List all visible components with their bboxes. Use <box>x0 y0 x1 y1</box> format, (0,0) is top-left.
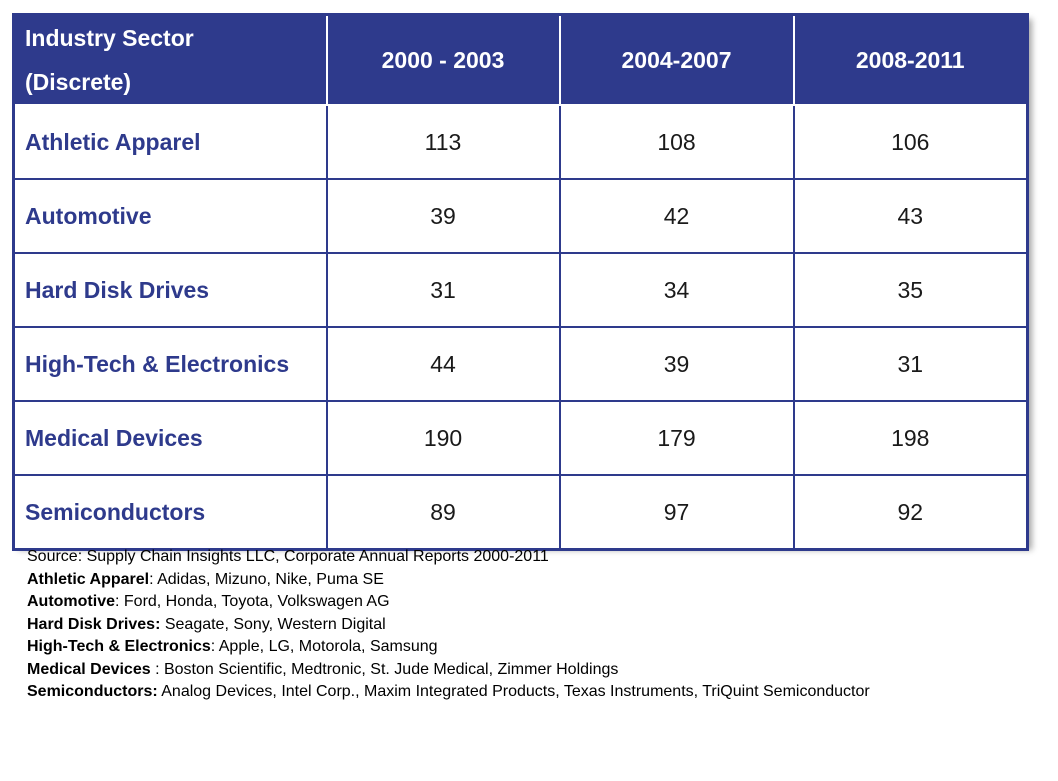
row-label: Automotive <box>12 178 328 254</box>
header-sector-line1: Industry Sector <box>25 25 194 51</box>
sector-table: Industry Sector (Discrete) 2000 - 2003 2… <box>12 13 1029 551</box>
row-label: Semiconductors <box>12 474 328 551</box>
company-note-text: Ford, Honda, Toyota, Volkswagen AG <box>123 593 390 610</box>
cell-value: 39 <box>325 178 561 254</box>
cell-value: 44 <box>325 326 561 402</box>
cell-value: 31 <box>325 252 561 328</box>
cell-value: 31 <box>792 326 1029 402</box>
header-sector-line2: (Discrete) <box>25 69 132 95</box>
data-table-container: Industry Sector (Discrete) 2000 - 2003 2… <box>12 13 1029 551</box>
company-note-sep: : <box>150 660 164 678</box>
table-row: Athletic Apparel 113 108 106 <box>12 104 1029 180</box>
table-row: Medical Devices 190 179 198 <box>12 400 1029 476</box>
company-note-sep: : <box>210 638 219 655</box>
header-period-1: 2000 - 2003 <box>325 14 561 106</box>
source-note: Source: Supply Chain Insights LLC, Corpo… <box>27 548 549 565</box>
company-note-text: Adidas, Mizuno, Nike, Puma SE <box>157 570 384 588</box>
cell-value: 92 <box>792 474 1029 551</box>
cell-value: 43 <box>792 178 1029 254</box>
company-note-text: Apple, LG, Motorola, Samsung <box>218 638 438 655</box>
cell-value: 106 <box>792 104 1029 180</box>
company-note-label: Semiconductors: <box>27 683 158 700</box>
company-note: Semiconductors: Analog Devices, Intel Co… <box>27 681 870 704</box>
company-note: Athletic Apparel: Adidas, Mizuno, Nike, … <box>27 569 870 592</box>
cell-value: 190 <box>325 400 561 476</box>
company-note-text: Analog Devices, Intel Corp., Maxim Integ… <box>161 683 870 700</box>
cell-value: 34 <box>558 252 795 328</box>
company-note-sep: : <box>149 570 158 588</box>
cell-value: 113 <box>325 104 561 180</box>
company-note: Hard Disk Drives: Seagate, Sony, Western… <box>27 614 870 637</box>
cell-value: 108 <box>558 104 795 180</box>
table-row: High-Tech & Electronics 44 39 31 <box>12 326 1029 402</box>
header-row: Industry Sector (Discrete) 2000 - 2003 2… <box>13 14 1028 106</box>
company-note-label: Athletic Apparel <box>27 570 150 588</box>
row-label: Athletic Apparel <box>12 104 328 180</box>
company-note-sep: : <box>115 593 124 610</box>
company-note: Medical Devices : Boston Scientific, Med… <box>27 659 870 682</box>
cell-value: 39 <box>558 326 795 402</box>
footnotes: Source: Supply Chain Insights LLC, Corpo… <box>27 546 870 704</box>
row-label: Medical Devices <box>12 400 328 476</box>
header-period-3: 2008-2011 <box>792 14 1028 106</box>
company-note-label: Automotive <box>27 593 115 610</box>
company-note-label: Medical Devices <box>27 660 151 678</box>
cell-value: 198 <box>792 400 1029 476</box>
cell-value: 35 <box>792 252 1029 328</box>
table-row: Hard Disk Drives 31 34 35 <box>12 252 1029 328</box>
company-note-label: Hard Disk Drives: <box>27 615 161 633</box>
row-label: High-Tech & Electronics <box>12 326 328 402</box>
cell-value: 42 <box>558 178 795 254</box>
company-note: High-Tech & Electronics: Apple, LG, Moto… <box>27 636 870 659</box>
company-note-text: Seagate, Sony, Western Digital <box>164 615 386 633</box>
table-row: Semiconductors 89 97 92 <box>12 474 1029 551</box>
company-note-text: Boston Scientific, Medtronic, St. Jude M… <box>163 660 619 678</box>
cell-value: 97 <box>558 474 795 551</box>
cell-value: 89 <box>325 474 561 551</box>
company-note: Automotive: Ford, Honda, Toyota, Volkswa… <box>27 591 870 614</box>
cell-value: 179 <box>558 400 795 476</box>
row-label: Hard Disk Drives <box>12 252 328 328</box>
company-note-label: High-Tech & Electronics <box>27 638 211 655</box>
header-period-2: 2004-2007 <box>558 14 795 106</box>
header-sector: Industry Sector (Discrete) <box>13 14 328 106</box>
table-row: Automotive 39 42 43 <box>12 178 1029 254</box>
